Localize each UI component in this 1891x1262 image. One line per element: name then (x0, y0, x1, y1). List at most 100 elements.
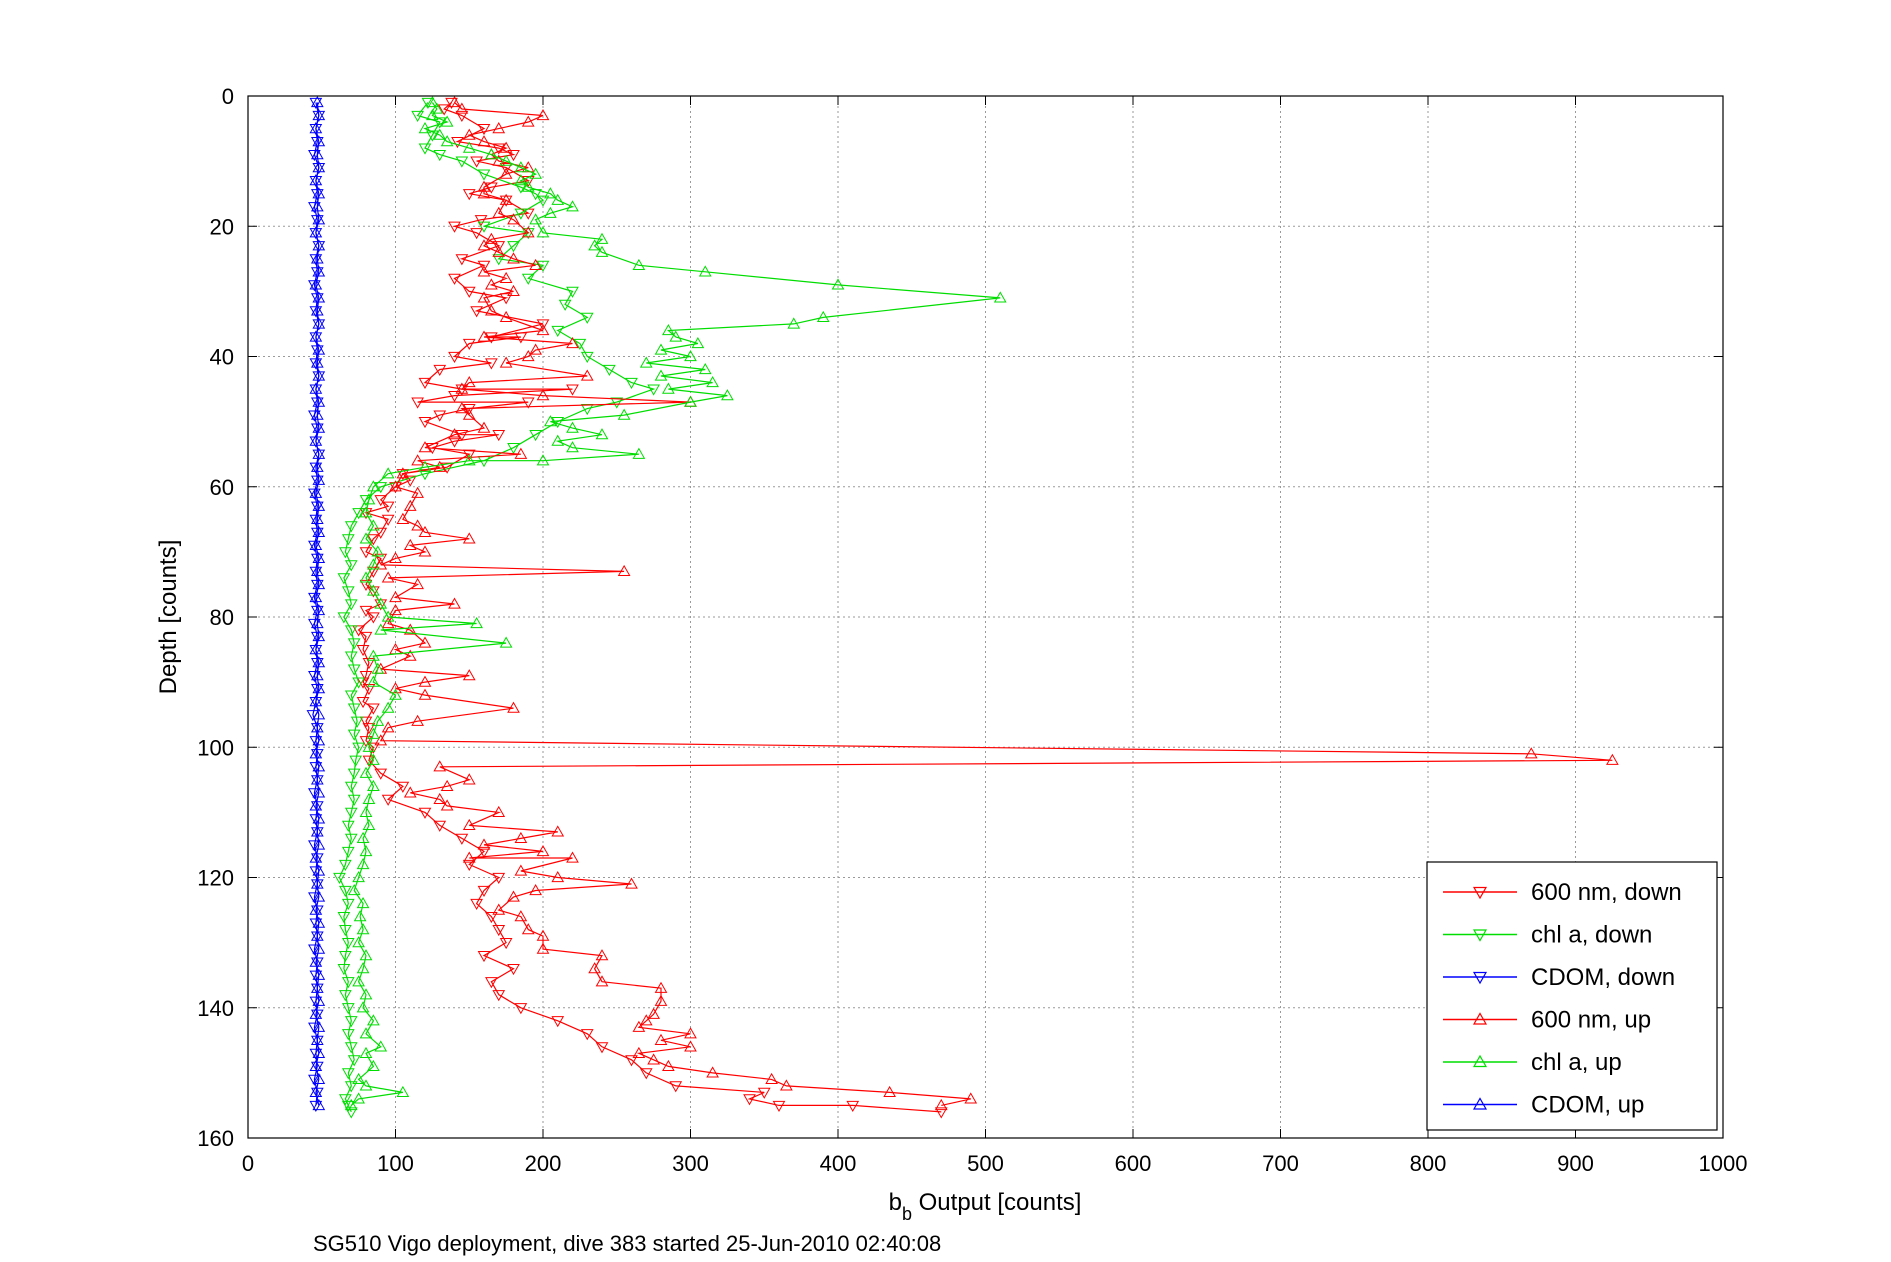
data-point (492, 924, 506, 937)
data-point (308, 280, 321, 292)
legend-label: CDOM, up (1531, 1092, 1644, 1119)
data-point (551, 825, 565, 837)
data-point (462, 141, 476, 153)
data-point (426, 96, 439, 108)
data-point (396, 781, 410, 793)
data-point (352, 742, 365, 754)
data-point (691, 336, 705, 349)
data-point (312, 1072, 326, 1085)
data-point (374, 599, 388, 611)
data-point (403, 649, 417, 661)
data-point (374, 495, 388, 507)
data-point (684, 1027, 697, 1039)
data-point (367, 703, 380, 715)
data-point (462, 338, 476, 350)
data-point (477, 169, 491, 181)
data-point (470, 898, 483, 911)
data-point (529, 213, 542, 225)
data-point (367, 519, 380, 531)
data-point (580, 351, 594, 364)
data-point (433, 820, 447, 832)
data-point (934, 1107, 948, 1119)
data-point (411, 714, 424, 726)
legend-label: CDOM, down (1531, 964, 1675, 991)
data-point (310, 252, 324, 264)
data-point (344, 1098, 358, 1111)
data-point (341, 898, 355, 911)
data-point (347, 638, 361, 650)
data-point (477, 260, 491, 272)
data-point (499, 167, 513, 179)
data-point (347, 664, 361, 676)
data-point (309, 799, 323, 811)
data-point (338, 885, 352, 898)
data-point (477, 838, 491, 850)
data-point (470, 306, 483, 318)
data-point (356, 857, 370, 870)
data-point (499, 141, 513, 153)
data-point (359, 766, 373, 778)
data-point (418, 675, 432, 687)
data-point (362, 723, 376, 735)
data-point (669, 330, 683, 342)
legend: 600 nm, down chl a, down CDOM, down 600 nm,… (1426, 861, 1718, 1131)
data-point (312, 241, 326, 253)
data-point (433, 149, 447, 162)
data-point (356, 923, 370, 935)
data-point (647, 384, 660, 396)
data-point (310, 981, 324, 993)
y-tick-label: 140 (197, 996, 234, 1021)
data-point (312, 916, 326, 928)
data-point (529, 258, 542, 270)
data-point (396, 1085, 410, 1098)
data-point (514, 174, 528, 186)
data-point (566, 286, 579, 298)
data-point (551, 1016, 565, 1028)
data-point (580, 369, 594, 381)
data-point (309, 486, 323, 498)
data-point (310, 356, 324, 368)
data-point (544, 206, 557, 218)
data-point (310, 579, 324, 591)
data-point (521, 115, 535, 127)
data-point (309, 644, 323, 657)
data-point (551, 193, 565, 205)
data-point (356, 644, 370, 657)
data-point (374, 527, 388, 539)
data-point (310, 684, 324, 696)
data-point (347, 1055, 361, 1067)
data-point (309, 955, 323, 967)
x-axis-title: bb Output [counts] (889, 1189, 1082, 1224)
data-point (544, 415, 557, 427)
data-point (499, 271, 513, 283)
data-point (309, 590, 323, 603)
data-point (308, 840, 321, 852)
data-point (521, 273, 535, 285)
legend-item-chl-a-up: chl a, up (1443, 1049, 1622, 1076)
data-point (477, 330, 491, 342)
chart-caption: SG510 Vigo deployment, dive 383 started … (313, 1231, 941, 1256)
data-point (356, 1001, 370, 1013)
data-point (312, 708, 326, 720)
data-point (499, 163, 513, 175)
data-point (359, 631, 373, 644)
legend-item-600-nm-up: 600 nm, up (1443, 1007, 1651, 1034)
data-point (341, 977, 355, 989)
data-point (389, 590, 402, 603)
data-point (350, 716, 364, 728)
y-tick-label: 0 (222, 84, 234, 109)
data-point (309, 122, 323, 134)
data-point (580, 312, 594, 324)
data-point (310, 512, 324, 524)
data-point (309, 566, 323, 578)
data-point (418, 441, 432, 453)
data-point (341, 846, 355, 858)
data-point (529, 343, 542, 355)
data-point (684, 395, 697, 407)
data-point (536, 195, 550, 207)
data-point (433, 792, 447, 804)
data-point (474, 215, 488, 227)
data-point (309, 382, 323, 394)
data-point (347, 884, 361, 896)
